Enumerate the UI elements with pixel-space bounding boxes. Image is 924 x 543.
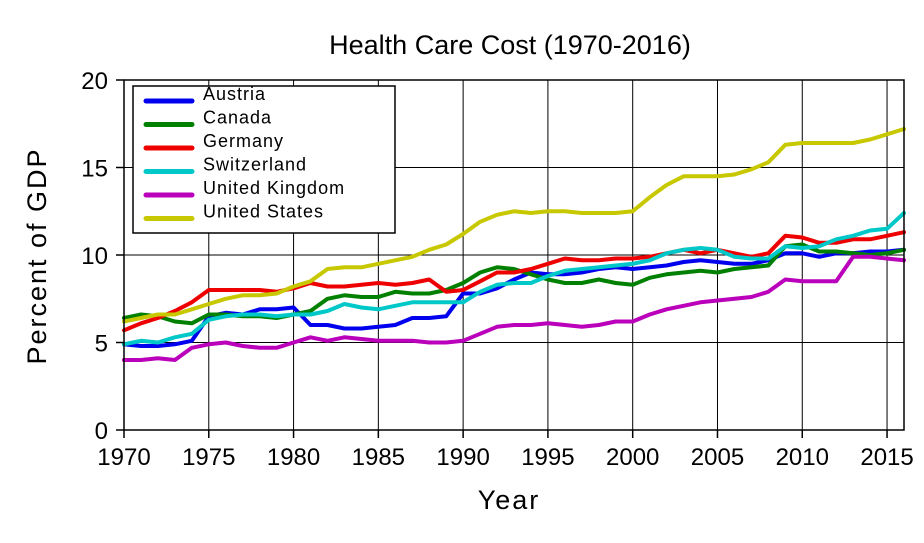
series-line-germany bbox=[122, 230, 906, 333]
series-lines bbox=[122, 127, 906, 362]
x-tick-label: 2005 bbox=[691, 444, 744, 471]
y-tick-label: 5 bbox=[95, 331, 108, 358]
x-tick-label: 1975 bbox=[182, 444, 235, 471]
y-tick-label: 20 bbox=[81, 68, 108, 95]
legend-label-united-kingdom: United Kingdom bbox=[203, 178, 345, 198]
axis-ticks: 1970 1975 1980 1985 1990 1995 2000 2005 2010 2015… bbox=[81, 68, 913, 471]
series-line-switzerland bbox=[122, 211, 906, 347]
legend-box bbox=[132, 85, 396, 234]
legend-label-austria: Austria bbox=[203, 84, 266, 104]
legend-label-canada: Canada bbox=[203, 108, 272, 128]
x-tick-label: 1995 bbox=[521, 444, 574, 471]
x-tick-label: 1980 bbox=[267, 444, 320, 471]
x-tick-label: 2010 bbox=[776, 444, 829, 471]
x-tick-label: 1985 bbox=[352, 444, 405, 471]
series-line-austria bbox=[122, 247, 906, 348]
legend: Austria Canada Germany Switzerland United Ki… bbox=[132, 84, 396, 234]
y-tick-label: 10 bbox=[81, 243, 108, 270]
series-line-united-kingdom bbox=[122, 254, 906, 362]
x-tick-label: 1970 bbox=[97, 444, 150, 471]
series-line-united-states bbox=[122, 127, 906, 324]
x-tick-label: 1990 bbox=[436, 444, 489, 471]
x-axis-label: Year bbox=[478, 485, 541, 515]
legend-label-germany: Germany bbox=[203, 131, 284, 151]
y-axis-label: Percent of GDP bbox=[22, 147, 52, 364]
legend-label-switzerland: Switzerland bbox=[203, 155, 307, 175]
y-tick-label: 15 bbox=[81, 156, 108, 183]
chart-title: Health Care Cost (1970-2016) bbox=[329, 30, 691, 60]
x-tick-label: 2015 bbox=[860, 444, 913, 471]
x-tick-label: 2000 bbox=[606, 444, 659, 471]
y-tick-label: 0 bbox=[95, 418, 108, 445]
legend-label-united-states: United States bbox=[203, 202, 324, 222]
